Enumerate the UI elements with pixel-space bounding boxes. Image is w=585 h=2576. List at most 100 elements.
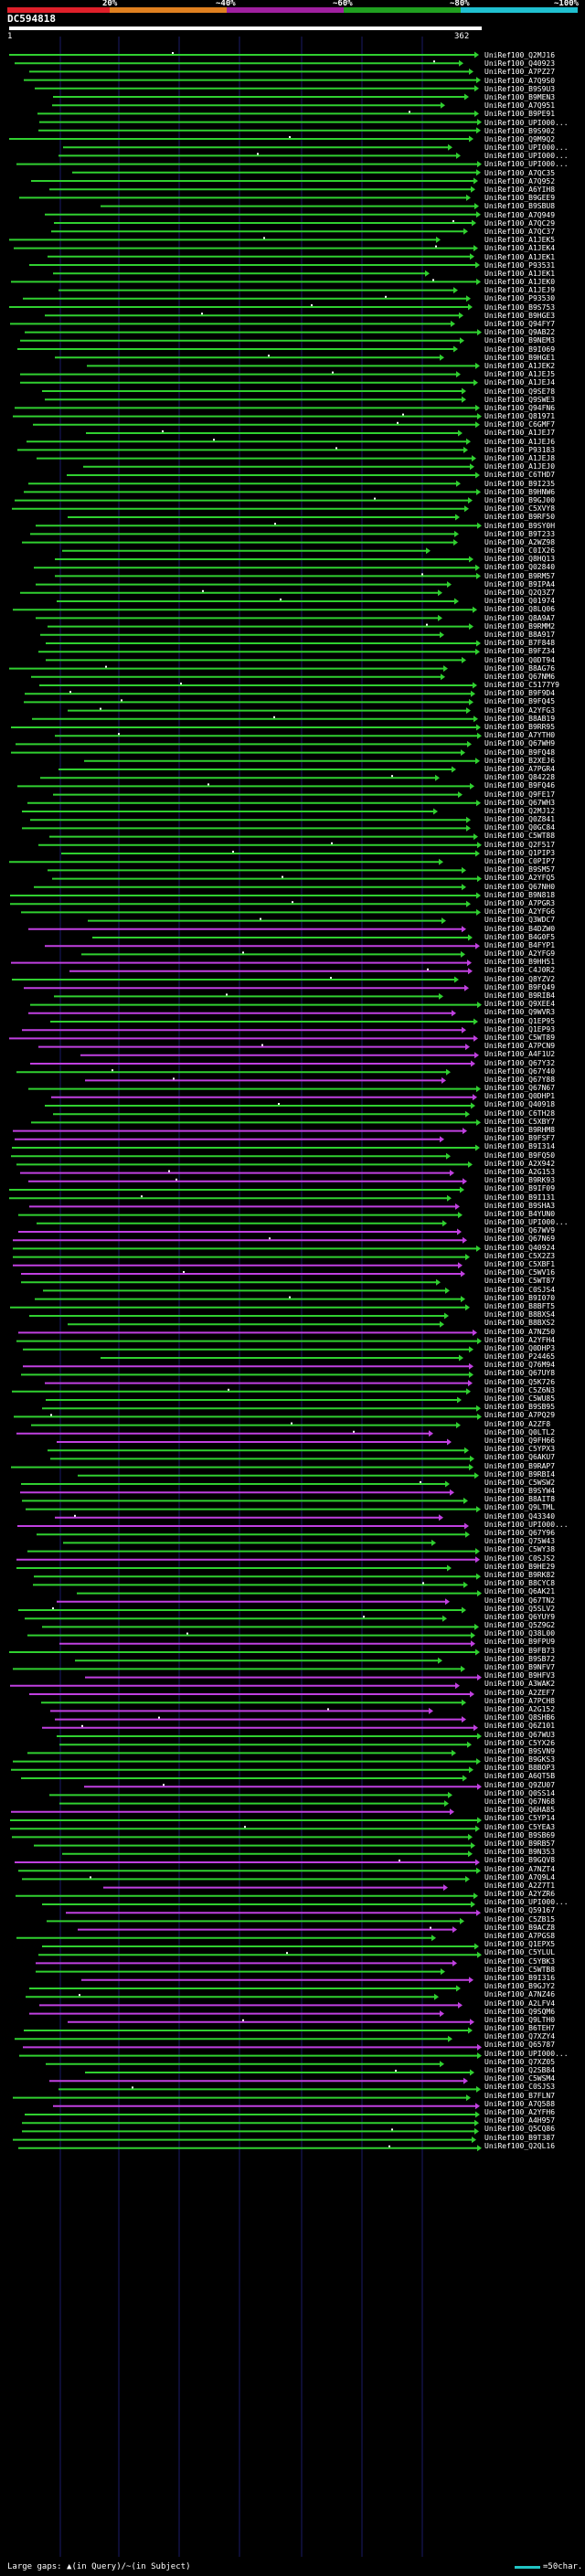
hit-label[interactable]: UniRef100_A2ZEF7 [484, 1688, 556, 1697]
hit-label[interactable]: UniRef100_Q7XZ05 [484, 2057, 556, 2066]
hit-label[interactable]: UniRef100_A7QC29 [484, 218, 556, 228]
hit-label[interactable]: UniRef100_A1JEK5 [484, 236, 556, 245]
hit-label[interactable]: UniRef100_A2YFH6 [484, 2107, 556, 2116]
hit-label[interactable]: UniRef100_B9FZ34 [484, 647, 556, 656]
hit-label[interactable]: UniRef100_C0SJS4 [484, 1285, 556, 1294]
hit-label[interactable]: UniRef100_A7PGR4 [484, 764, 556, 773]
hit-label[interactable]: UniRef100_A7PGS8 [484, 1932, 556, 1940]
hit-label[interactable]: UniRef100_B9NEM3 [484, 336, 556, 345]
hit-label[interactable]: UniRef100_Q2Q3Z7 [484, 588, 556, 597]
hit-label[interactable]: UniRef100_B7FLN7 [484, 2091, 556, 2100]
hit-label[interactable]: UniRef100_Q0GC84 [484, 823, 556, 832]
hit-label[interactable]: UniRef100_Q6HA85 [484, 1806, 556, 1815]
hit-label[interactable]: UniRef100_Q67N69 [484, 1235, 556, 1244]
hit-label[interactable]: UniRef100_B9RK82 [484, 1570, 556, 1579]
hit-label[interactable]: UniRef100_B9N353 [484, 1848, 556, 1857]
hit-label[interactable]: UniRef100_C5WT88 [484, 832, 556, 841]
hit-label[interactable]: UniRef100_Q5K726 [484, 1377, 556, 1386]
hit-label[interactable]: UniRef100_C5YBK3 [484, 1956, 556, 1966]
hit-label[interactable]: UniRef100_A7QC37 [484, 227, 556, 236]
hit-label[interactable]: UniRef100_Q67Y40 [484, 1066, 556, 1076]
hit-label[interactable]: UniRef100_A6QT5B [484, 1772, 556, 1781]
hit-label[interactable]: UniRef100_C5WTB8 [484, 1965, 556, 1974]
hit-label[interactable]: UniRef100_Q65787 [484, 2041, 556, 2050]
hit-label[interactable]: UniRef100_C5YLUL [484, 1948, 556, 1957]
hit-label[interactable]: UniRef100_C0SJS2 [484, 1553, 556, 1563]
hit-label[interactable]: UniRef100_Q81971 [484, 412, 556, 421]
hit-label[interactable]: UniRef100_B9RBI4 [484, 1469, 556, 1479]
hit-label[interactable]: UniRef100_B8AG76 [484, 663, 556, 673]
hit-label[interactable]: UniRef100_A1JEJ5 [484, 370, 556, 379]
hit-label[interactable]: UniRef100_B9F9D4 [484, 689, 556, 698]
hit-label[interactable]: UniRef100_B9SVN9 [484, 1746, 556, 1755]
hit-label[interactable]: UniRef100_Q8YZV2 [484, 974, 556, 983]
hit-label[interactable]: UniRef100_Q94FY7 [484, 320, 556, 328]
hit-label[interactable]: UniRef100_C5YP14 [484, 1814, 556, 1823]
hit-label[interactable]: UniRef100_Q9ZU07 [484, 1780, 556, 1789]
hit-label[interactable]: UniRef100_A1JEK2 [484, 361, 556, 370]
hit-label[interactable]: UniRef100_Q67TN2 [484, 1595, 556, 1605]
hit-label[interactable]: UniRef100_C5WSW2 [484, 1478, 556, 1487]
hit-label[interactable]: UniRef100_B7F848 [484, 639, 556, 648]
hit-label[interactable]: UniRef100_P93183 [484, 445, 556, 454]
hit-label[interactable]: UniRef100_C5XVY8 [484, 504, 556, 514]
hit-label[interactable]: UniRef100_A2YFG3 [484, 705, 556, 715]
hit-label[interactable]: UniRef100_Q9XEE4 [484, 1000, 556, 1009]
hit-label[interactable]: UniRef100_B2XEJ6 [484, 756, 556, 765]
hit-label[interactable]: UniRef100_Q2SB84 [484, 2066, 556, 2074]
hit-label[interactable]: UniRef100_B9ACZ8 [484, 1923, 556, 1932]
hit-label[interactable]: UniRef100_C0SJS3 [484, 2083, 556, 2092]
hit-label[interactable]: UniRef100_C5X2Z3 [484, 1251, 556, 1260]
hit-label[interactable]: UniRef100_P93531 [484, 260, 556, 270]
hit-label[interactable]: UniRef100_B9SBU8 [484, 202, 556, 211]
hit-label[interactable]: UniRef100_Q8LQ06 [484, 605, 556, 614]
hit-label[interactable]: UniRef100_Q94FN6 [484, 403, 556, 412]
hit-label[interactable]: UniRef100_A2YFQ5 [484, 874, 556, 883]
hit-label[interactable]: UniRef100_B9FPU9 [484, 1638, 556, 1647]
hit-label[interactable]: UniRef100_B9SM57 [484, 865, 556, 875]
hit-label[interactable]: UniRef100_A7Q9L4 [484, 1872, 556, 1882]
hit-label[interactable]: UniRef100_Q0LTL2 [484, 1427, 556, 1436]
hit-label[interactable]: UniRef100_A3WAK2 [484, 1680, 556, 1689]
hit-label[interactable]: UniRef100_B9IPA4 [484, 579, 556, 588]
hit-label[interactable]: UniRef100_C5177Y9 [484, 681, 559, 690]
hit-label[interactable]: UniRef100_Q67WU3 [484, 1730, 556, 1739]
hit-label[interactable]: UniRef100_A7QC35 [484, 168, 556, 177]
hit-label[interactable]: UniRef100_A7Q9S0 [484, 76, 556, 85]
hit-label[interactable]: UniRef100_A7PCH8 [484, 1696, 556, 1705]
hit-label[interactable]: UniRef100_B9I235 [484, 479, 556, 488]
hit-label[interactable]: UniRef100_Q9LTML [484, 1503, 556, 1512]
hit-label[interactable]: UniRef100_B9NFV7 [484, 1663, 556, 1671]
hit-label[interactable]: UniRef100_A7NZT4 [484, 1864, 556, 1873]
hit-label[interactable]: UniRef100_A1JEJ0 [484, 462, 556, 472]
hit-label[interactable]: UniRef100_A7YTH0 [484, 731, 556, 740]
hit-label[interactable]: UniRef100_B9RIB4 [484, 991, 556, 1000]
hit-label[interactable]: UniRef100_B8AIT8 [484, 1495, 556, 1504]
hit-label[interactable]: UniRef100_B9SB95 [484, 1403, 556, 1412]
hit-label[interactable]: UniRef100_P24465 [484, 1352, 556, 1362]
hit-label[interactable]: UniRef100_Q67NM6 [484, 672, 556, 681]
hit-label[interactable]: UniRef100_B9SHA3 [484, 1201, 556, 1210]
hit-label[interactable]: UniRef100_A1JEK4 [484, 244, 556, 253]
hit-label[interactable]: UniRef100_B9RHM8 [484, 1126, 556, 1134]
hit-label[interactable]: UniRef100_A2X942 [484, 1159, 556, 1168]
hit-label[interactable]: UniRef100_B8AB19 [484, 714, 556, 723]
hit-label[interactable]: UniRef100_C5Z6N3 [484, 1385, 556, 1394]
hit-label[interactable]: UniRef100_B9S902 [484, 126, 556, 135]
hit-label[interactable]: UniRef100_C6THD7 [484, 471, 556, 480]
hit-label[interactable]: UniRef100_Q6YUY9 [484, 1612, 556, 1621]
hit-label[interactable]: UniRef100_B9RR95 [484, 723, 556, 731]
hit-label[interactable]: UniRef100_C5WU85 [484, 1394, 556, 1403]
hit-label[interactable]: UniRef100_Q1EPX5 [484, 1940, 556, 1949]
hit-label[interactable]: UniRef100_B9HGE3 [484, 311, 556, 320]
hit-label[interactable]: UniRef100_B9S9U3 [484, 84, 556, 93]
hit-label[interactable]: UniRef100_C5YPX3 [484, 1445, 556, 1454]
hit-label[interactable]: UniRef100_A7PGR3 [484, 898, 556, 907]
hit-label[interactable]: UniRef100_B9RK93 [484, 1176, 556, 1185]
hit-label[interactable]: UniRef100_B9FQ45 [484, 697, 556, 706]
hit-label[interactable]: UniRef100_B9HH51 [484, 958, 556, 967]
hit-label[interactable]: UniRef100_B9I070 [484, 1293, 556, 1302]
hit-label[interactable]: UniRef100_Q9FH66 [484, 1436, 556, 1445]
hit-label[interactable]: UniRef100_C5WV16 [484, 1268, 556, 1277]
hit-label[interactable]: UniRef100_Q5Z9G2 [484, 1621, 556, 1630]
